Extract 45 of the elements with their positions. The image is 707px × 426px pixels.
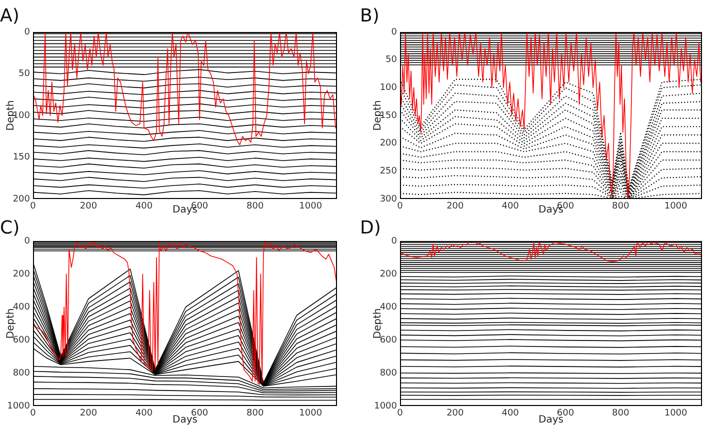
x-tick-label: 400 — [502, 408, 520, 419]
y-tick-label: 150 — [380, 110, 398, 121]
y-tick-label: 200 — [12, 269, 30, 280]
y-tick-label: 250 — [380, 166, 398, 177]
x-tick-label: 1000 — [299, 408, 322, 419]
y-tick-label: 0 — [391, 236, 398, 246]
y-tick-label: 300 — [380, 194, 398, 204]
y-tick-label: 50 — [18, 69, 30, 80]
chart-title: B) — [360, 5, 380, 26]
y-tick-label: 50 — [386, 55, 398, 66]
y-tick-label: 0 — [24, 236, 30, 246]
y-tick-label: 400 — [12, 302, 30, 312]
x-tick-label: 800 — [612, 202, 630, 212]
x-tick-label: 1000 — [299, 202, 322, 212]
x-axis-title: Days — [172, 414, 198, 426]
y-tick-label: 1000 — [374, 401, 398, 412]
x-tick-label: 800 — [246, 202, 264, 212]
y-tick-label: 0 — [24, 27, 30, 38]
x-tick-label: 400 — [502, 202, 520, 212]
chart-title: C) — [0, 217, 20, 238]
x-tick-label: 800 — [246, 408, 264, 419]
y-tick-label: 200 — [380, 138, 398, 149]
x-tick-label: 400 — [135, 202, 153, 212]
x-tick-label: 200 — [80, 202, 98, 212]
y-tick-label: 800 — [380, 368, 398, 378]
y-tick-label: 100 — [380, 83, 398, 94]
y-tick-label: 800 — [12, 368, 30, 378]
y-tick-label: 0 — [391, 27, 398, 38]
x-tick-label: 200 — [80, 408, 98, 419]
x-tick-label: 200 — [446, 408, 464, 419]
x-axis-title: Days — [538, 414, 564, 426]
x-tick-label: 1000 — [664, 408, 688, 419]
y-tick-label: 100 — [12, 110, 30, 121]
y-tick-label: 1000 — [7, 401, 30, 412]
x-tick-label: 800 — [612, 408, 630, 419]
x-tick-label: 1000 — [664, 202, 688, 212]
y-tick-label: 150 — [12, 152, 30, 163]
y-tick-label: 400 — [380, 302, 398, 312]
x-tick-label: 200 — [446, 202, 464, 212]
y-tick-label: 600 — [12, 335, 30, 346]
chart-title: D) — [360, 217, 381, 238]
chart-title: A) — [0, 5, 20, 26]
y-tick-label: 600 — [380, 335, 398, 346]
x-tick-label: 400 — [135, 408, 153, 419]
y-tick-label: 200 — [380, 269, 398, 280]
